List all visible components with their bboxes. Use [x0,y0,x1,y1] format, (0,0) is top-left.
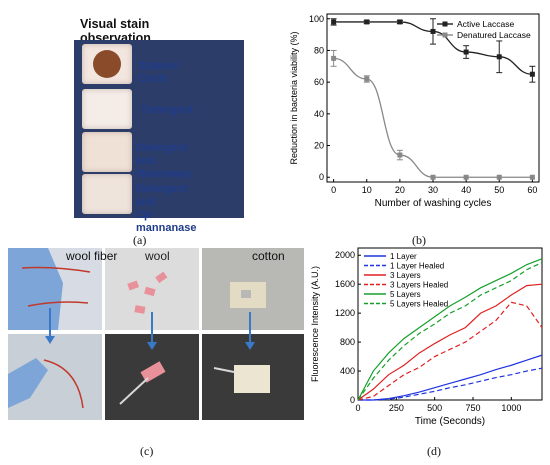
data-point [364,19,370,25]
label-cotton: cotton [252,249,285,263]
y-axis-label: Fluorescence Intensity (A.U.) [310,266,320,382]
wool-piece [155,271,168,284]
x-axis-label: Time (Seconds) [415,416,485,427]
series-line [333,57,533,178]
x-tick-label: 40 [461,185,471,195]
label-stained-cloth: Stained Cloth [138,60,178,85]
y-tick-label: 800 [340,337,355,347]
data-point [364,76,370,82]
tweezers [119,377,149,405]
x-tick-label: 30 [428,185,438,195]
data-point [397,152,403,158]
caption-d: (d) [427,444,441,458]
y-tick-label: 400 [340,366,355,376]
arrow-down-icon [147,312,157,350]
data-point [331,55,337,61]
chart-d: 0 250 500 750 1000 0 400 800 1200 1600 2000 Time (S… [310,247,543,427]
data-point [430,174,436,180]
stain-photo-column [74,40,244,218]
glove-shape [8,358,48,408]
y-tick-label: 0 [350,395,355,405]
cotton-hole [241,290,251,298]
panel-c: wool fiber wool cotton [8,248,308,428]
x-tick-label: 500 [427,403,442,413]
x-tick-label: 60 [527,185,537,195]
legend-label: 3 Layers [390,271,421,280]
x-tick-label: 0 [355,403,360,413]
legend-label: 1 Layer [390,252,417,261]
legend-label: 1 Layer Healed [390,262,444,271]
data-point [529,71,535,77]
wool-piece [127,280,140,291]
wool-piece [144,286,156,297]
data-point [397,19,403,25]
label-detergent-cp-mannanase: Detergent and Cp-mannanase [136,183,197,234]
y-tick-label: 80 [314,45,324,55]
arrow-down-icon [45,308,55,344]
series-line [358,354,543,401]
data-point [529,174,535,180]
data-point [331,19,337,25]
data-point [496,174,502,180]
plot-frame [357,247,543,401]
tweezers [213,367,235,373]
caption-a: (a) [133,233,147,247]
series-line [357,258,543,401]
x-tick-label: 10 [362,185,372,195]
x-tick-label: 750 [465,403,480,413]
cotton-piece [234,365,270,393]
wool-piece [134,305,146,314]
label-wool-fiber: wool fiber [66,249,118,263]
series-line [357,261,543,401]
wool-fiber-strand [27,301,89,307]
legend-label: Denatured Laccase [457,30,531,40]
x-tick-label: 1000 [501,403,521,413]
mannaway-swatch [82,132,132,172]
y-axis-label: Reduction in bacteria viability (%) [289,31,299,164]
caption-b: (b) [412,233,426,247]
legend-marker [442,21,448,27]
series-line [358,367,543,401]
data-point [496,54,502,60]
y-tick-label: 0 [319,172,324,182]
label-wool: wool [145,249,170,263]
legend-label: 3 Layers Healed [390,281,448,290]
legend-label: 5 Layers [390,290,421,299]
x-tick-label: 20 [395,185,405,195]
legend-marker [442,32,448,38]
y-tick-label: 60 [314,77,324,87]
y-tick-label: 1200 [335,308,355,318]
data-point [463,174,469,180]
chart-b: 0 10 20 30 40 50 60 0 20 40 60 80 100 Number of washi… [289,13,540,209]
data-point [430,28,436,34]
stained-cloth-swatch [82,44,132,84]
wool-fiber-strand [21,266,91,273]
stain-spot [93,50,121,78]
series-line [357,301,543,401]
series-line [357,283,543,401]
label-detergent-mannaway: Detergent and Mannaway [136,142,192,180]
caption-c: (c) [140,444,154,458]
wool-piece [140,361,166,383]
arrow-down-icon [245,312,255,350]
data-point [463,49,469,55]
y-tick-label: 100 [309,14,324,24]
y-tick-label: 2000 [335,250,355,260]
label-detergent: Detergent [142,104,194,116]
y-tick-label: 1600 [335,279,355,289]
x-tick-label: 0 [331,185,336,195]
legend-label: Active Laccase [457,19,514,29]
x-tick-label: 50 [494,185,504,195]
x-tick-label: 250 [389,403,404,413]
x-axis-label: Number of washing cycles [375,198,492,209]
y-tick-label: 20 [314,141,324,151]
y-tick-label: 40 [314,109,324,119]
panel-c-photos [8,248,304,420]
legend-label: 5 Layers Healed [390,300,448,309]
detergent-swatch [82,89,132,129]
cp-mannanase-swatch [82,174,132,214]
wool-fiber-strand [43,359,84,409]
